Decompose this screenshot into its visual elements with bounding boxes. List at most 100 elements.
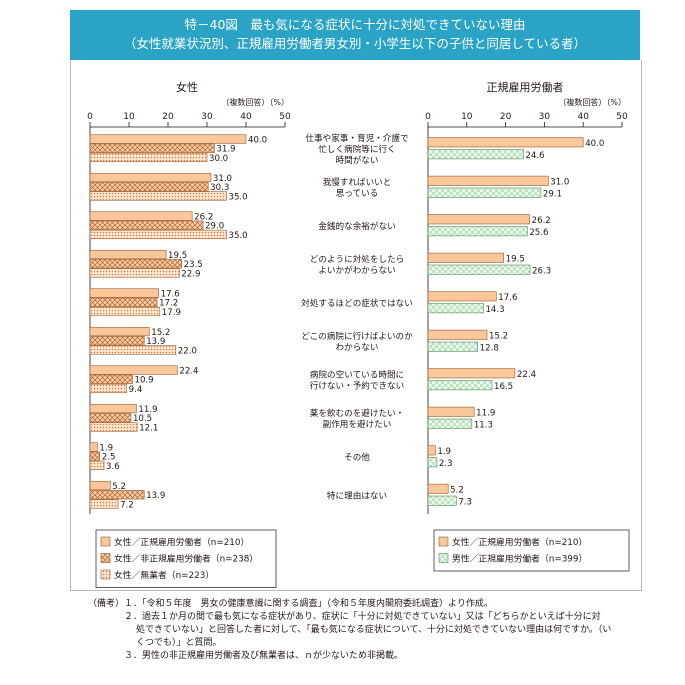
data-label: 1.9 [437,447,451,457]
bar [89,365,178,375]
category-label: どのように対処をしたら [310,253,405,265]
note-3: ３．男性の非正規雇用労働者及び無業者は、ｎが少ないため非掲載。 [124,651,404,661]
data-label: 14.3 [485,305,504,315]
bar [89,229,227,240]
x-tick-label: 20 [162,112,174,122]
bar [427,445,436,456]
legend-swatch [438,536,449,547]
category-label: 金銭的な余裕がない [318,220,395,232]
data-label: 3.6 [106,462,120,472]
bar [427,483,449,494]
bar [427,380,493,391]
data-label: 23.5 [184,260,203,270]
data-label: 40.0 [248,135,267,145]
category-label: 特に理由はない [327,489,387,501]
legend-label: 女性／正規雇用労働者（n=210） [452,536,587,548]
legend-swatch [100,569,111,580]
bar [89,288,159,298]
data-label: 11.9 [476,409,495,419]
data-label: 7.3 [458,497,472,507]
bar [427,264,531,275]
data-label: 17.9 [162,308,181,318]
data-label: 25.6 [529,228,548,238]
bar [89,383,127,394]
bar [89,143,215,153]
note-2-cont2: くつでも）」と質問。 [136,638,222,648]
legend-swatch [438,553,449,563]
x-tick-label: 50 [616,112,628,122]
data-label: 12.1 [139,423,158,433]
bar [89,249,167,260]
bar [89,152,208,163]
bar [427,291,497,302]
category-label: 我慢すればいいと [323,176,392,188]
legend-box [95,529,277,588]
legend-swatch [100,536,111,547]
data-label: 31.0 [550,178,569,188]
bar [427,341,478,352]
data-label: 22.4 [179,366,198,376]
bar [89,134,247,144]
chart-panel [70,60,642,591]
bar [427,214,530,225]
data-label: 26.2 [532,216,551,226]
bar [427,226,528,237]
data-label: 15.2 [489,332,508,342]
data-label: 30.0 [209,154,228,164]
category-label: 病院の空いている時間に [310,368,404,380]
bar [89,374,133,384]
data-label: 5.2 [450,486,464,496]
category-label: 行けない・予約できない [310,379,405,391]
data-label: 40.0 [585,139,604,149]
data-label: 5.2 [112,482,126,492]
panel-title: 女性 [176,80,198,94]
data-label: 16.5 [494,382,513,392]
note-2-cont: 処できていない」と回答した者に対して、「最も気になる症状について、十分に対処でき… [136,625,612,635]
data-label: 13.9 [146,337,165,347]
data-label: 12.8 [480,343,499,353]
bar [427,495,457,506]
data-label: 11.9 [138,405,157,415]
data-label: 24.6 [525,151,544,161]
data-label: 1.9 [99,443,113,453]
data-label: 26.2 [194,212,213,222]
bar [89,182,209,192]
bar [89,259,182,269]
data-label: 17.6 [498,293,517,303]
legend-label: 女性／無業者（n=223） [114,569,214,581]
x-tick-label: 10 [461,112,473,122]
data-label: 29.0 [205,222,224,232]
category-label: 時間がない [336,154,379,166]
data-label: 19.5 [168,251,187,261]
bar [89,326,150,337]
bar [427,149,524,160]
category-label: その他 [344,451,370,463]
chart-title-line2: （女性就業状況別、正規雇用労働者男女別・小学生以下の子供と同居している者） [123,36,587,51]
panel-title: 正規雇用労働者 [487,80,564,94]
note-1: （備考）１．「令和５年度 男女の健康意識に関する調査」（令和５年度内閣府委託調査… [88,599,493,609]
data-label: 31.0 [213,174,232,184]
bar [89,413,132,423]
data-label: 9.4 [129,385,143,395]
category-label: よいかがわからない [318,264,395,276]
unit-label: （複数回答）（%） [558,97,626,107]
bar [89,499,119,509]
data-label: 2.5 [102,453,116,463]
data-label: 35.0 [229,231,248,241]
bar [427,303,484,314]
x-tick-label: 30 [201,112,213,122]
x-tick-label: 30 [539,112,551,122]
bar [89,403,137,414]
legend-label: 女性／非正規雇用労働者（n=238） [114,553,258,565]
data-label: 35.0 [229,192,248,202]
legend-label: 男性／正規雇用労働者（n=399） [452,553,587,565]
chart-title-line1: 特－40図 最も気になる症状に十分に対処できていない理由 [184,17,526,32]
data-label: 22.9 [181,269,200,279]
bar [427,406,475,417]
data-label: 22.0 [178,346,197,356]
bar [427,329,488,340]
bar [89,451,101,461]
x-tick-label: 40 [240,112,252,122]
category-label: どこの病院に行けばよいのか [301,330,413,342]
